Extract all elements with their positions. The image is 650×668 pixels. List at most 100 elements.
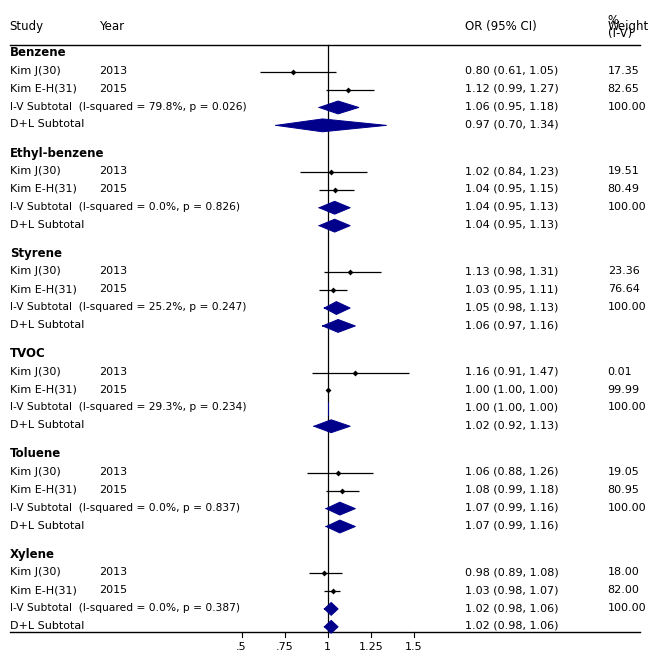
Text: 19.51: 19.51: [608, 166, 640, 176]
Text: Kim E-H(31): Kim E-H(31): [10, 585, 77, 595]
Text: 1.04 (0.95, 1.15): 1.04 (0.95, 1.15): [465, 184, 558, 194]
Text: 1.12 (0.99, 1.27): 1.12 (0.99, 1.27): [465, 84, 558, 94]
Text: 99.99: 99.99: [608, 385, 640, 395]
Polygon shape: [314, 420, 350, 433]
Text: 1.07 (0.99, 1.16): 1.07 (0.99, 1.16): [465, 503, 558, 513]
Text: 100.00: 100.00: [608, 402, 646, 412]
Text: Styrene: Styrene: [10, 247, 62, 260]
Text: 0.97 (0.70, 1.34): 0.97 (0.70, 1.34): [465, 120, 558, 130]
Text: Benzene: Benzene: [10, 46, 66, 59]
Text: D+L Subtotal: D+L Subtotal: [10, 621, 84, 631]
Text: 100.00: 100.00: [608, 102, 646, 112]
Text: 23.36: 23.36: [608, 267, 640, 277]
Text: 1.06 (0.95, 1.18): 1.06 (0.95, 1.18): [465, 102, 558, 112]
Text: 0.01: 0.01: [608, 367, 632, 377]
Text: 1.07 (0.99, 1.16): 1.07 (0.99, 1.16): [465, 520, 558, 530]
Polygon shape: [326, 520, 356, 533]
Text: 1.08 (0.99, 1.18): 1.08 (0.99, 1.18): [465, 485, 558, 495]
Text: I-V Subtotal  (I-squared = 0.0%, p = 0.387): I-V Subtotal (I-squared = 0.0%, p = 0.38…: [10, 603, 240, 613]
Text: 18.00: 18.00: [608, 567, 640, 577]
Polygon shape: [324, 301, 350, 315]
Text: 100.00: 100.00: [608, 503, 646, 513]
Text: .5: .5: [236, 642, 247, 652]
Text: 1.04 (0.95, 1.13): 1.04 (0.95, 1.13): [465, 202, 558, 212]
Text: 1.05 (0.98, 1.13): 1.05 (0.98, 1.13): [465, 302, 558, 312]
Text: 2013: 2013: [99, 567, 127, 577]
Text: (I-V): (I-V): [608, 27, 632, 40]
Text: I-V Subtotal  (I-squared = 79.8%, p = 0.026): I-V Subtotal (I-squared = 79.8%, p = 0.0…: [10, 102, 246, 112]
Text: 1.02 (0.84, 1.23): 1.02 (0.84, 1.23): [465, 166, 558, 176]
Text: 2015: 2015: [99, 184, 127, 194]
Text: Kim J(30): Kim J(30): [10, 267, 60, 277]
Text: I-V Subtotal  (I-squared = 25.2%, p = 0.247): I-V Subtotal (I-squared = 25.2%, p = 0.2…: [10, 302, 246, 312]
Text: 1.03 (0.95, 1.11): 1.03 (0.95, 1.11): [465, 284, 558, 294]
Text: %: %: [608, 13, 619, 27]
Text: 76.64: 76.64: [608, 284, 640, 294]
Text: 2013: 2013: [99, 367, 127, 377]
Text: D+L Subtotal: D+L Subtotal: [10, 420, 84, 430]
Text: Kim E-H(31): Kim E-H(31): [10, 284, 77, 294]
Text: 1.02 (0.92, 1.13): 1.02 (0.92, 1.13): [465, 420, 558, 430]
Text: Ethyl-benzene: Ethyl-benzene: [10, 146, 104, 160]
Text: 1.16 (0.91, 1.47): 1.16 (0.91, 1.47): [465, 367, 558, 377]
Text: 1.03 (0.98, 1.07): 1.03 (0.98, 1.07): [465, 585, 558, 595]
Text: 2013: 2013: [99, 467, 127, 477]
Polygon shape: [322, 319, 356, 333]
Text: Year: Year: [99, 20, 124, 33]
Text: 1.5: 1.5: [405, 642, 422, 652]
Text: Xylene: Xylene: [10, 548, 55, 560]
Text: 2015: 2015: [99, 84, 127, 94]
Polygon shape: [319, 101, 359, 114]
Text: Kim E-H(31): Kim E-H(31): [10, 84, 77, 94]
Text: 80.95: 80.95: [608, 485, 640, 495]
Text: Kim J(30): Kim J(30): [10, 367, 60, 377]
Text: TVOC: TVOC: [10, 347, 46, 360]
Text: Kim E-H(31): Kim E-H(31): [10, 184, 77, 194]
Text: D+L Subtotal: D+L Subtotal: [10, 220, 84, 230]
Text: I-V Subtotal  (I-squared = 29.3%, p = 0.234): I-V Subtotal (I-squared = 29.3%, p = 0.2…: [10, 402, 246, 412]
Text: D+L Subtotal: D+L Subtotal: [10, 320, 84, 330]
Text: 17.35: 17.35: [608, 65, 640, 75]
Text: Kim J(30): Kim J(30): [10, 567, 60, 577]
Text: 80.49: 80.49: [608, 184, 640, 194]
Text: D+L Subtotal: D+L Subtotal: [10, 520, 84, 530]
Text: 2015: 2015: [99, 485, 127, 495]
Text: 1.25: 1.25: [359, 642, 383, 652]
Text: 0.98 (0.89, 1.08): 0.98 (0.89, 1.08): [465, 567, 558, 577]
Text: 2015: 2015: [99, 385, 127, 395]
Text: Study: Study: [10, 20, 44, 33]
Text: 2013: 2013: [99, 65, 127, 75]
Text: 1.02 (0.98, 1.06): 1.02 (0.98, 1.06): [465, 621, 558, 631]
Text: I-V Subtotal  (I-squared = 0.0%, p = 0.837): I-V Subtotal (I-squared = 0.0%, p = 0.83…: [10, 503, 240, 513]
Text: 1.06 (0.97, 1.16): 1.06 (0.97, 1.16): [465, 320, 558, 330]
Text: OR (95% CI): OR (95% CI): [465, 20, 536, 33]
Text: 1.13 (0.98, 1.31): 1.13 (0.98, 1.31): [465, 267, 558, 277]
Text: Toluene: Toluene: [10, 448, 61, 460]
Text: Kim J(30): Kim J(30): [10, 166, 60, 176]
Text: 2013: 2013: [99, 267, 127, 277]
Text: 2015: 2015: [99, 585, 127, 595]
Text: 82.65: 82.65: [608, 84, 640, 94]
Text: 100.00: 100.00: [608, 202, 646, 212]
Text: .75: .75: [276, 642, 294, 652]
Text: 1: 1: [324, 642, 332, 652]
Text: 1.04 (0.95, 1.13): 1.04 (0.95, 1.13): [465, 220, 558, 230]
Text: D+L Subtotal: D+L Subtotal: [10, 120, 84, 130]
Polygon shape: [324, 621, 338, 633]
Text: 100.00: 100.00: [608, 603, 646, 613]
Text: 1.00 (1.00, 1.00): 1.00 (1.00, 1.00): [465, 402, 558, 412]
Text: 82.00: 82.00: [608, 585, 640, 595]
Text: 2013: 2013: [99, 166, 127, 176]
Text: 0.80 (0.61, 1.05): 0.80 (0.61, 1.05): [465, 65, 558, 75]
Text: I-V Subtotal  (I-squared = 0.0%, p = 0.826): I-V Subtotal (I-squared = 0.0%, p = 0.82…: [10, 202, 240, 212]
Text: Weight: Weight: [608, 20, 649, 33]
Polygon shape: [319, 201, 350, 214]
Text: Kim E-H(31): Kim E-H(31): [10, 485, 77, 495]
Text: Kim J(30): Kim J(30): [10, 467, 60, 477]
Text: 19.05: 19.05: [608, 467, 640, 477]
Text: 100.00: 100.00: [608, 302, 646, 312]
Text: 1.06 (0.88, 1.26): 1.06 (0.88, 1.26): [465, 467, 558, 477]
Text: 1.02 (0.98, 1.06): 1.02 (0.98, 1.06): [465, 603, 558, 613]
Polygon shape: [326, 502, 356, 515]
Polygon shape: [276, 119, 386, 132]
